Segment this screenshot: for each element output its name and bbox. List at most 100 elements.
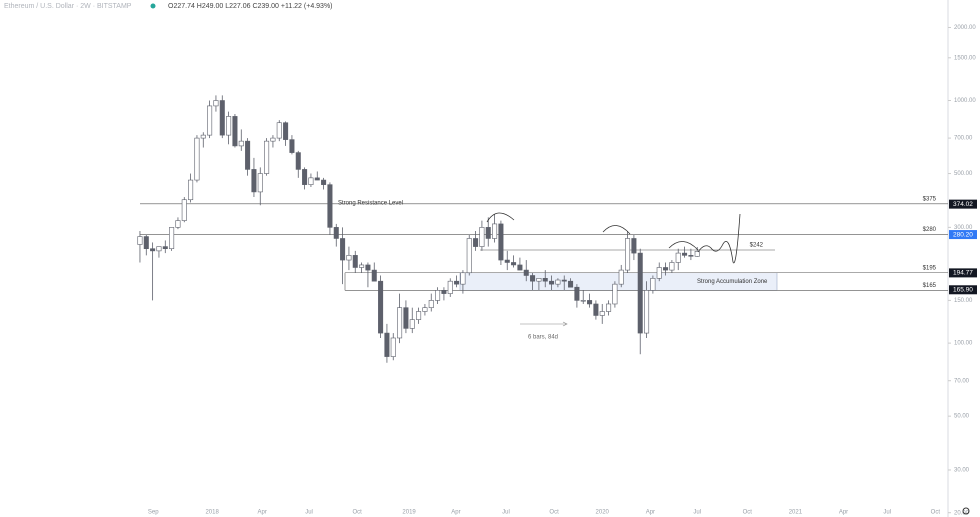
candle-body xyxy=(593,303,599,316)
candle-body xyxy=(536,278,542,282)
candle-body xyxy=(390,337,396,357)
candle-body xyxy=(283,122,289,140)
candle-body xyxy=(606,303,612,312)
candle-body xyxy=(181,199,187,221)
x-tick-label: Oct xyxy=(931,510,941,516)
candle-body xyxy=(656,267,662,279)
candle-body xyxy=(359,264,365,268)
candle-body xyxy=(232,116,238,147)
candle-body xyxy=(498,223,504,261)
y-tick-label: 100.00 xyxy=(954,341,973,347)
candle-body xyxy=(675,252,681,263)
ohlc-readout: O227.74 H249.00 L227.06 C239.00 +11.22 (… xyxy=(168,3,333,10)
y-tick-label: 50.00 xyxy=(954,414,970,420)
candle-body xyxy=(441,290,447,294)
candle-body xyxy=(194,137,200,181)
price-label-bg xyxy=(949,199,977,209)
candle-body xyxy=(682,252,688,256)
x-tick-label: Jul xyxy=(502,510,510,516)
price-label-bg xyxy=(949,285,977,295)
candle-body xyxy=(669,262,675,271)
candle-body xyxy=(137,236,143,245)
x-tick-label: Jul xyxy=(305,510,313,516)
candle-body xyxy=(663,267,669,271)
symbol-title[interactable]: Ethereum / U.S. Dollar · 2W · BITSTAMP xyxy=(4,3,132,10)
candle-body xyxy=(479,227,485,247)
level-name: Strong Resistance Level xyxy=(338,200,403,206)
y-tick-label: 150.00 xyxy=(954,298,973,304)
candle-body xyxy=(276,122,282,139)
settings-button[interactable] xyxy=(962,507,970,515)
candle-body xyxy=(574,286,580,301)
candle-body xyxy=(473,238,479,247)
candle-body xyxy=(188,179,194,201)
candle-body xyxy=(371,269,377,282)
price-label: 165.90 xyxy=(953,287,973,294)
candle-body xyxy=(587,300,593,305)
candle-body xyxy=(688,255,694,257)
y-tick-label: 300.00 xyxy=(954,225,973,231)
y-tick-label: 20.00 xyxy=(954,510,970,516)
x-tick-label: 2021 xyxy=(789,510,803,516)
y-tick-label: 700.00 xyxy=(954,136,973,142)
x-tick-label: 2018 xyxy=(205,510,219,516)
candle-body xyxy=(257,173,263,193)
level-label: $165 xyxy=(923,283,937,289)
candle-body xyxy=(542,278,548,282)
candle-body xyxy=(346,255,352,261)
candle-body xyxy=(264,140,270,174)
candle-body xyxy=(530,275,536,282)
candle-body xyxy=(492,223,498,239)
candle-body xyxy=(169,227,175,250)
level-label: $375 xyxy=(923,196,937,202)
y-tick-label: 70.00 xyxy=(954,378,970,384)
candle-body xyxy=(238,140,244,147)
candle-body xyxy=(219,100,225,136)
measure-arrow-head xyxy=(562,321,568,327)
candle-body xyxy=(599,311,605,316)
y-tick-label: 30.00 xyxy=(954,468,970,474)
price-label-bg xyxy=(949,268,977,278)
candle-body xyxy=(251,169,257,193)
candle-body xyxy=(504,259,510,263)
price-label-bg xyxy=(949,230,977,240)
candle-body xyxy=(625,238,631,271)
y-tick-label: 2000.00 xyxy=(954,25,976,31)
candle-body xyxy=(549,280,555,285)
candle-body xyxy=(517,264,523,271)
candle-body xyxy=(511,262,517,266)
candle-body xyxy=(580,300,586,302)
arc-drawing xyxy=(668,241,699,251)
plot: 2000.00 1500.00 1000.00 700.00 500.00 300.00 1… xyxy=(137,25,977,516)
zone-label: Strong Accumulation Zone xyxy=(697,279,768,285)
candle-body xyxy=(416,311,422,320)
candle-body xyxy=(207,105,213,136)
candle-body xyxy=(422,307,428,312)
price-label: 280.20 xyxy=(953,231,973,238)
candle-body xyxy=(428,300,434,308)
candle-body xyxy=(460,272,466,285)
candle-body xyxy=(618,269,624,285)
candle-body xyxy=(523,269,529,276)
candle-body xyxy=(302,169,308,185)
candle-body xyxy=(435,290,441,301)
candle-body xyxy=(150,248,156,252)
candle-body xyxy=(561,279,567,282)
x-tick-label: Apr xyxy=(839,510,848,516)
candle-body xyxy=(143,236,149,250)
projection-curve xyxy=(697,213,741,264)
candle-body xyxy=(650,278,656,291)
x-tick-label: Apr xyxy=(451,510,460,516)
level-label: $195 xyxy=(923,265,937,271)
candle-body xyxy=(555,279,561,285)
candle-body xyxy=(226,116,232,136)
candle-body xyxy=(270,137,276,142)
candle-body xyxy=(314,177,320,181)
candle-body xyxy=(644,290,650,334)
x-tick-label: Apr xyxy=(646,510,655,516)
status-dot xyxy=(150,3,156,9)
x-tick-label: Apr xyxy=(258,510,267,516)
measure-label: 6 bars, 84d xyxy=(528,335,558,341)
candle-body xyxy=(289,139,295,153)
